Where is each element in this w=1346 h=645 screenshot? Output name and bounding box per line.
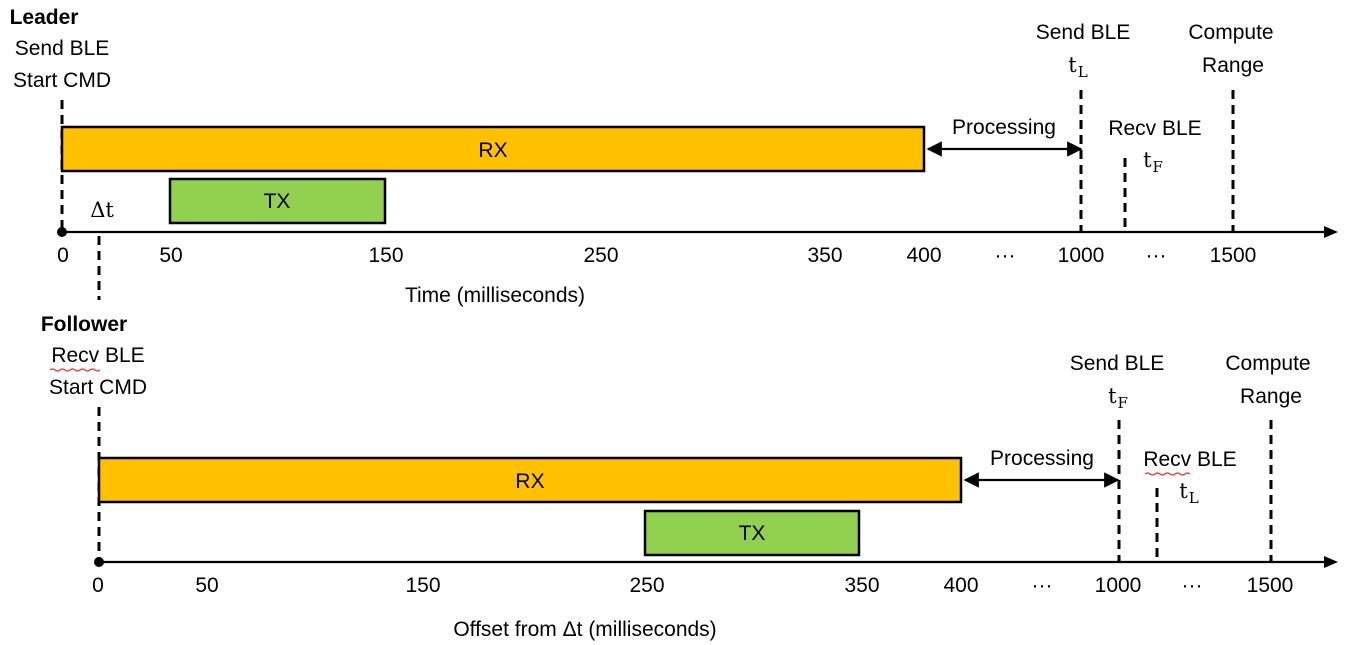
leader-compute-label-line1: Compute <box>1188 21 1273 44</box>
leader-tick-label: 400 <box>906 244 941 267</box>
follower-tick-label: 1500 <box>1247 574 1294 597</box>
follower-title: Follower <box>41 313 127 336</box>
follower-timeline: Follower Recv BLE Start CMD RX TX Proces… <box>41 313 1338 641</box>
leader-tick-label: ··· <box>995 244 1016 267</box>
leader-start-label-line1: Send BLE <box>15 37 110 60</box>
follower-tick-label: 350 <box>844 574 879 597</box>
leader-delta-label: Δt <box>90 198 114 222</box>
follower-start-label-line2: Start CMD <box>49 376 147 399</box>
leader-tick-label: 50 <box>159 244 182 267</box>
leader-processing-label: Processing <box>952 116 1056 139</box>
leader-tx-bar <box>168 177 387 225</box>
leader-rx-label: RX <box>478 139 507 162</box>
follower-processing-label: Processing <box>990 447 1094 470</box>
leader-tick-label: 150 <box>368 244 403 267</box>
leader-recv-label: Recv BLE <box>1108 117 1201 140</box>
leader-tick-label: 1000 <box>1058 244 1105 267</box>
follower-compute-label-line1: Compute <box>1225 352 1310 375</box>
follower-axis-title: Offset from Δt (milliseconds) <box>453 618 716 641</box>
follower-tick-label: 400 <box>943 574 978 597</box>
follower-tx-bar <box>643 509 861 557</box>
follower-tx-label: TX <box>739 522 766 545</box>
follower-rx-bar <box>97 456 963 504</box>
leader-tick-label: ··· <box>1146 244 1167 267</box>
follower-tick-label: ··· <box>1182 574 1203 597</box>
follower-tick-label: 150 <box>405 574 440 597</box>
leader-tick-label: 0 <box>57 244 69 267</box>
follower-axis-origin <box>94 557 104 567</box>
follower-tick-labels: 0 50 150 250 350 400 ··· 1000 ··· 1500 <box>92 574 1293 597</box>
leader-tick-label: 250 <box>583 244 618 267</box>
spellcheck-underline <box>49 368 101 372</box>
follower-compute-label-line2: Range <box>1240 385 1302 408</box>
leader-tick-labels: 0 50 150 250 350 400 ··· 1000 ··· 1500 <box>57 244 1256 267</box>
leader-tx-label: TX <box>264 190 291 213</box>
leader-axis-origin <box>57 227 67 237</box>
leader-send-var: tL <box>1068 53 1087 81</box>
leader-axis-arrow <box>1324 226 1338 238</box>
follower-tick-label: 0 <box>92 574 104 597</box>
leader-tick-label: 350 <box>807 244 842 267</box>
leader-tick-label: 1500 <box>1210 244 1257 267</box>
leader-rx-bar <box>60 125 926 173</box>
leader-start-label-line2: Start CMD <box>13 69 111 92</box>
leader-compute-label-line2: Range <box>1202 54 1264 77</box>
leader-axis-title: Time (milliseconds) <box>405 284 585 307</box>
follower-tick-label: 250 <box>629 574 664 597</box>
follower-start-label-line1: Recv BLE <box>51 344 144 367</box>
follower-rx-label: RX <box>515 470 544 493</box>
follower-axis-arrow <box>1324 556 1338 568</box>
follower-recv-label: Recv BLE <box>1143 448 1236 471</box>
leader-send-label: Send BLE <box>1036 21 1131 44</box>
leader-recv-var: tF <box>1143 148 1163 176</box>
follower-send-label: Send BLE <box>1070 352 1165 375</box>
spellcheck-underline <box>1144 472 1191 476</box>
follower-send-var: tF <box>1108 384 1128 412</box>
follower-tick-label: ··· <box>1032 574 1053 597</box>
follower-tick-label: 50 <box>195 574 218 597</box>
leader-timeline: Leader Send BLE Start CMD RX TX Δt Proce… <box>10 6 1338 307</box>
leader-title: Leader <box>10 6 79 29</box>
follower-tick-label: 1000 <box>1095 574 1142 597</box>
follower-recv-var: tL <box>1179 479 1198 507</box>
